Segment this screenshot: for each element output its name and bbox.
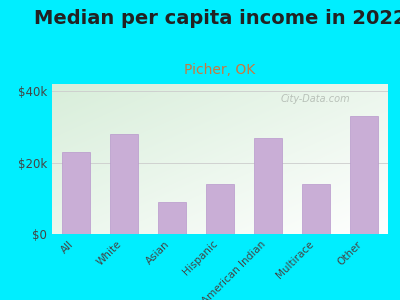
Bar xyxy=(158,202,186,234)
Bar xyxy=(110,134,138,234)
Bar xyxy=(350,116,378,234)
Text: City-Data.com: City-Data.com xyxy=(280,94,350,104)
Bar xyxy=(206,184,234,234)
Text: Median per capita income in 2022: Median per capita income in 2022 xyxy=(34,9,400,28)
Bar xyxy=(254,138,282,234)
Bar xyxy=(302,184,330,234)
Bar xyxy=(62,152,90,234)
Text: Picher, OK: Picher, OK xyxy=(184,63,256,77)
